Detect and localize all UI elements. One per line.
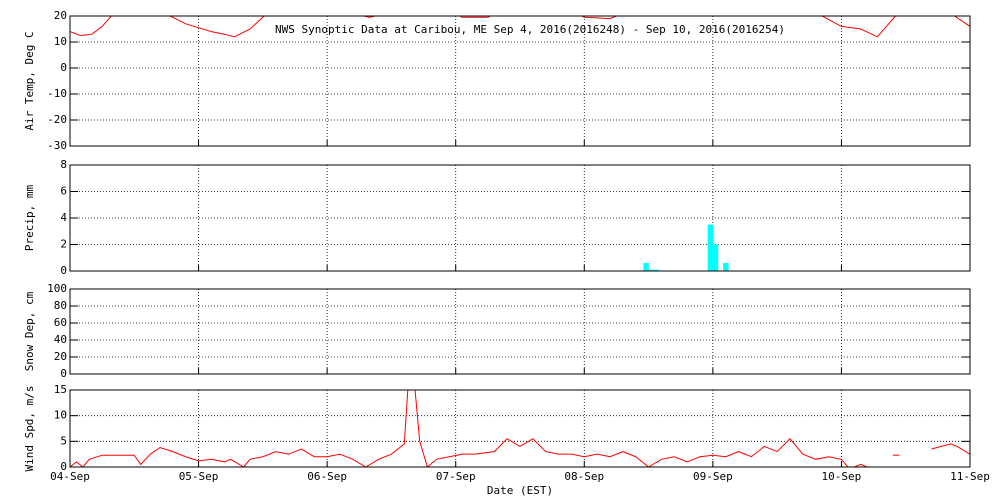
- y-tick-label: 2: [60, 238, 67, 251]
- y-tick-label: 0: [60, 264, 67, 277]
- y-tick-label: -20: [47, 113, 67, 126]
- y-axis-label: Snow Dep, cm: [23, 291, 36, 371]
- data-line: [70, 16, 970, 38]
- frame: [69, 389, 971, 468]
- y-axis-label: Wind Spd, m/s: [23, 385, 36, 471]
- x-tick-label: 05-Sep: [179, 470, 219, 483]
- y-tick-label: 0: [60, 460, 67, 473]
- x-tick-label: 11-Sep: [950, 470, 990, 483]
- y-tick-label: -10: [47, 87, 67, 100]
- bar: [712, 244, 719, 271]
- plot-area: [70, 390, 970, 467]
- bar: [723, 263, 729, 271]
- y-tick-label: 5: [60, 434, 67, 447]
- frame: [69, 164, 971, 272]
- y-axis-label: Air Temp, Deg C: [23, 31, 36, 130]
- bar: [653, 269, 660, 271]
- plot-area: [643, 224, 729, 271]
- y-tick-label: 8: [60, 158, 67, 171]
- x-tick-label: 06-Sep: [307, 470, 347, 483]
- y-tick-label: 60: [54, 316, 67, 329]
- y-tick-label: 20: [54, 9, 67, 22]
- y-tick-label: 15: [54, 383, 67, 396]
- y-tick-label: 0: [60, 61, 67, 74]
- y-tick-label: 40: [54, 333, 67, 346]
- x-tick-label: 04-Sep: [50, 470, 90, 483]
- x-axis-label: Date (EST): [487, 484, 553, 497]
- y-tick-label: 10: [54, 409, 67, 422]
- x-tick-label: 07-Sep: [436, 470, 476, 483]
- y-tick-label: 4: [60, 211, 67, 224]
- plot-area: [70, 16, 970, 38]
- y-tick-label: 100: [47, 282, 67, 295]
- x-tick-label: 10-Sep: [822, 470, 862, 483]
- x-tick-label: 08-Sep: [564, 470, 604, 483]
- frame: [69, 288, 971, 375]
- y-tick-label: 0: [60, 367, 67, 380]
- bar: [648, 269, 654, 271]
- y-axis-label: Precip, mm: [23, 185, 36, 252]
- x-tick-label: 09-Sep: [693, 470, 733, 483]
- y-tick-label: 80: [54, 299, 67, 312]
- y-tick-label: 20: [54, 350, 67, 363]
- y-tick-label: -30: [47, 139, 67, 152]
- chart-title: NWS Synoptic Data at Caribou, ME Sep 4, …: [275, 23, 785, 36]
- y-tick-label: 6: [60, 185, 67, 198]
- data-line: [931, 443, 970, 455]
- frame: [69, 15, 971, 147]
- bar: [643, 263, 649, 271]
- y-tick-label: 10: [54, 35, 67, 48]
- data-line: [70, 390, 880, 467]
- bar: [707, 224, 714, 271]
